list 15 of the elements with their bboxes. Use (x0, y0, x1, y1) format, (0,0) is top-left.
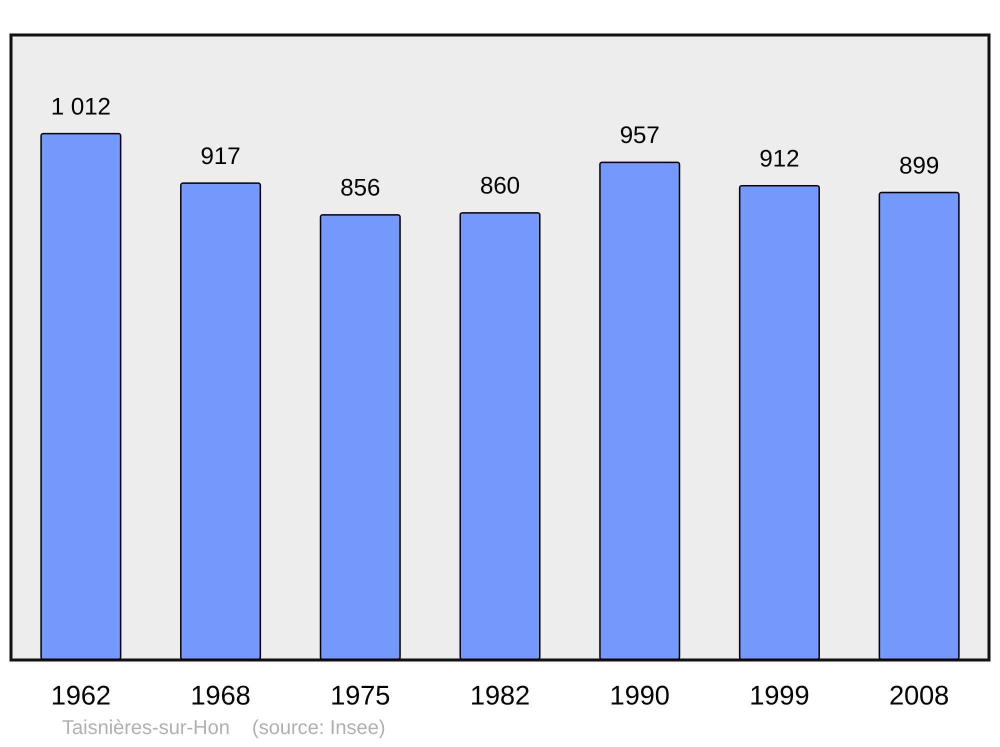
x-tick-label: 1968 (190, 680, 251, 710)
x-tick-label: 1962 (50, 680, 111, 710)
data-label: 860 (480, 172, 520, 200)
x-tick-label: 1990 (610, 680, 670, 710)
data-label: 917 (200, 142, 241, 170)
data-label: 899 (899, 152, 940, 180)
x-tick-label: 2008 (889, 680, 950, 710)
data-label: 1 012 (50, 93, 111, 120)
data-label: 912 (759, 146, 800, 172)
x-tick-label: 1999 (749, 680, 810, 710)
data-label: 856 (340, 174, 380, 202)
x-tick-label: 1975 (330, 680, 390, 710)
text: Taisnières-sur-Hon (source: Insee) (62, 717, 386, 739)
x-tick-label: 1982 (470, 680, 530, 710)
data-label: 957 (620, 122, 660, 150)
